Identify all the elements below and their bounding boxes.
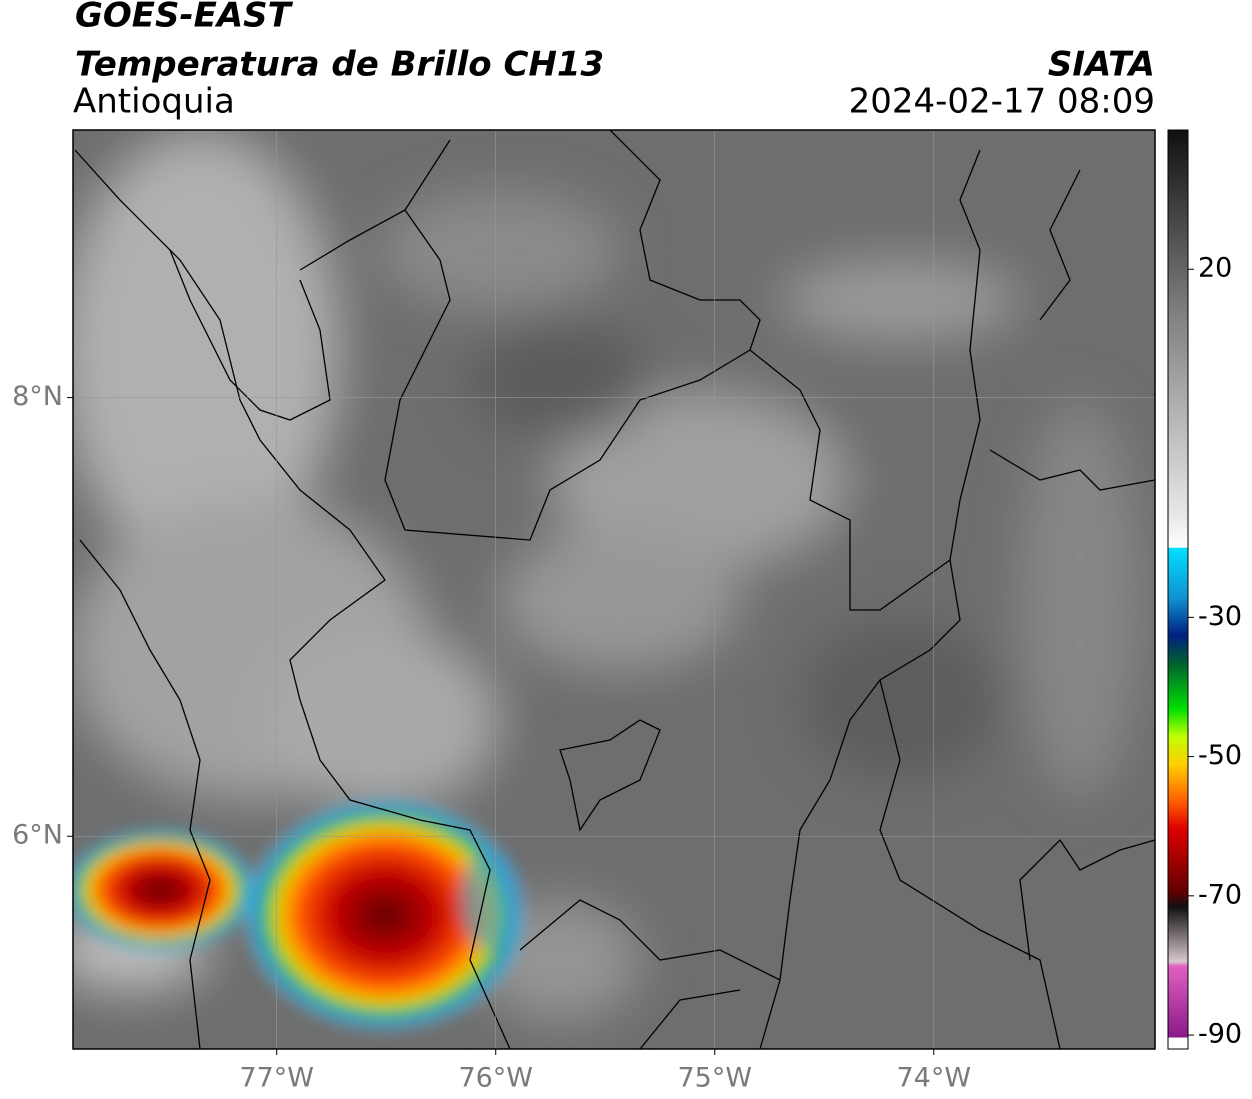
colorbar xyxy=(1167,129,1189,1050)
colorbar-tick-label: 20 xyxy=(1198,253,1232,284)
colorbar-tick-label: -70 xyxy=(1198,879,1242,910)
x-tick-label: 75°W xyxy=(677,1063,752,1094)
colorbar-tick-label: -90 xyxy=(1198,1019,1242,1050)
borders xyxy=(74,130,1155,1049)
x-tick-label: 76°W xyxy=(458,1063,533,1094)
colorbar-tick-label: -50 xyxy=(1198,740,1242,771)
colorbar-tick-label: -30 xyxy=(1198,601,1242,632)
y-tick-label: 8°N xyxy=(12,381,63,412)
region: Antioquia xyxy=(73,82,235,122)
y-tick-label: 6°N xyxy=(12,820,63,851)
map-image xyxy=(73,130,1155,1049)
timestamp: 2024-02-17 08:09 xyxy=(849,82,1155,122)
grid xyxy=(73,130,1155,1049)
map-frame xyxy=(72,129,1156,1050)
subtitle: Temperatura de Brillo CH13 xyxy=(75,45,604,85)
source: SIATA xyxy=(1048,45,1155,85)
x-tick-label: 77°W xyxy=(239,1063,314,1094)
x-tick-label: 74°W xyxy=(897,1063,972,1094)
title: GOES-EAST xyxy=(75,0,294,36)
